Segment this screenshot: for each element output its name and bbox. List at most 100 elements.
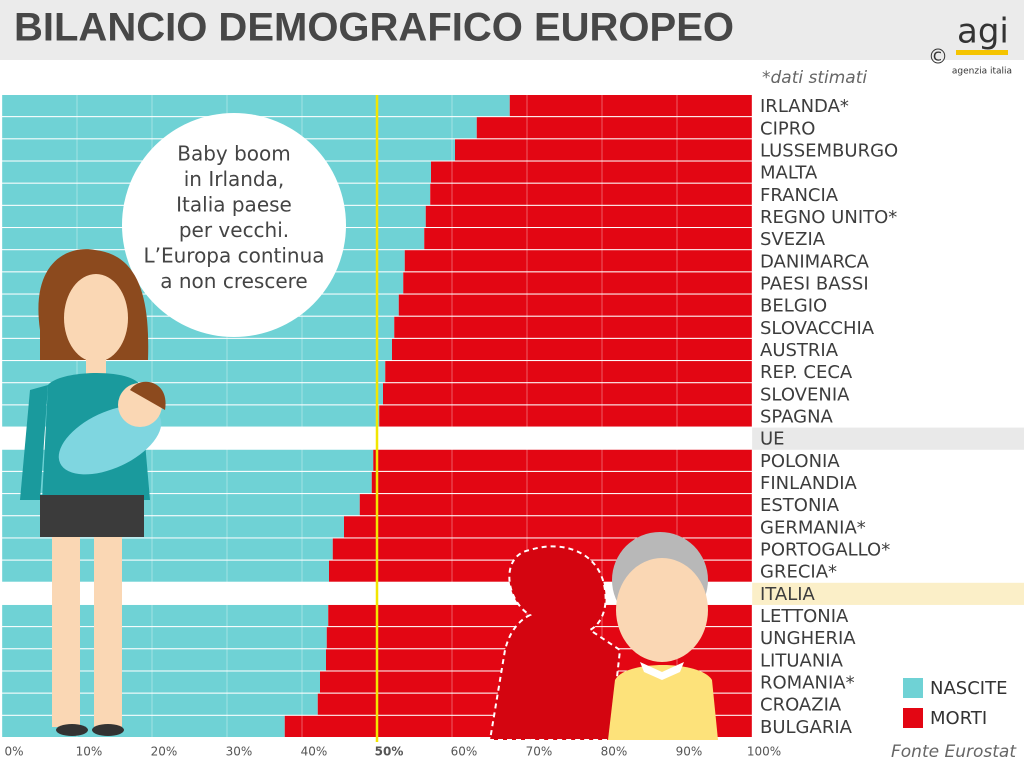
legend-swatch — [903, 678, 923, 698]
bar-segment — [394, 316, 752, 338]
bar-segment — [344, 516, 752, 538]
category-label: DANIMARCA — [760, 251, 870, 272]
category-label: SLOVENIA — [760, 384, 850, 405]
bar-segment — [2, 693, 318, 715]
woman-shoe — [56, 724, 88, 736]
category-label: LITUANIA — [760, 650, 844, 671]
category-label: SLOVACCHIA — [760, 318, 875, 339]
row-highlight — [752, 582, 1024, 605]
x-tick-label: 70% — [526, 745, 553, 759]
category-label: CROAZIA — [760, 695, 842, 716]
elder-dress — [608, 665, 718, 740]
category-label: PAESI BASSI — [760, 273, 869, 294]
silhouette — [488, 545, 622, 741]
bar-segment — [424, 228, 752, 250]
category-label: PORTOGALLO* — [760, 540, 890, 561]
elder-collar — [640, 662, 684, 680]
x-tick-label: 90% — [676, 745, 703, 759]
bar-segment — [359, 494, 752, 516]
legend-label: NASCITE — [930, 678, 1007, 699]
legend: NASCITE MORTI — [903, 678, 1007, 729]
category-label: MALTA — [760, 163, 818, 184]
legend-swatch — [903, 708, 923, 728]
chart-title: BILANCIO DEMOGRAFICO EUROPEO — [14, 6, 734, 50]
category-label: GRECIA* — [760, 562, 837, 583]
bar-segment — [373, 449, 752, 471]
annotation-line: per vecchi. — [179, 218, 289, 242]
logo-symbol: © — [928, 45, 948, 69]
category-label: POLONIA — [760, 451, 840, 472]
woman-leg — [52, 537, 80, 727]
annotation-line: a non crescere — [160, 269, 307, 293]
speech-bubble — [122, 113, 346, 337]
category-label: ITALIA — [760, 584, 816, 605]
bar-segment — [392, 338, 752, 361]
bar-segment — [377, 427, 752, 449]
x-tick-label: 0% — [4, 745, 23, 759]
bar-segment — [431, 161, 752, 183]
bar-segment — [2, 649, 326, 671]
elder-face — [616, 558, 708, 662]
bar-segment — [385, 361, 752, 383]
category-label: REP. CECA — [760, 362, 853, 383]
woman-skirt — [40, 495, 144, 537]
x-tick-label: 80% — [601, 745, 628, 759]
x-tick-label: 100% — [747, 745, 781, 759]
row-highlight — [752, 427, 1024, 450]
category-label: REGNO UNITO* — [760, 207, 897, 228]
category-label: ROMANIA* — [760, 673, 855, 694]
bar-segment — [2, 560, 329, 582]
x-tick-label: 60% — [451, 745, 478, 759]
bar-segment — [403, 272, 752, 294]
bar-segment — [509, 95, 752, 117]
category-label: FRANCIA — [760, 185, 839, 206]
bar-segment — [476, 117, 752, 139]
title-band — [0, 0, 1024, 60]
logo-bar — [956, 50, 1008, 55]
source: Fonte Eurostat — [891, 742, 1017, 762]
category-label: CIPRO — [760, 118, 815, 139]
bar-segment — [404, 250, 752, 272]
bar-segment — [371, 471, 752, 494]
bar-segment — [2, 582, 329, 604]
category-label: AUSTRIA — [760, 340, 839, 361]
logo-subtitle: agenzia italia — [952, 67, 1012, 77]
x-tick-label: 40% — [301, 745, 328, 759]
category-label: LUSSEMBURGO — [760, 140, 898, 161]
category-label: GERMANIA* — [760, 517, 866, 538]
bar-segment — [2, 538, 333, 560]
bar-segment — [383, 383, 752, 405]
woman-leg — [94, 537, 122, 727]
category-label: SVEZIA — [760, 229, 826, 250]
woman-arm — [20, 385, 48, 500]
bar-segment — [425, 205, 752, 228]
category-label: UNGHERIA — [760, 628, 856, 649]
category-label: IRLANDA* — [760, 96, 849, 117]
annotation-line: L’Europa continua — [143, 244, 324, 268]
bar-segment — [2, 604, 329, 627]
bar-segment — [430, 183, 752, 205]
bar-segment — [2, 671, 320, 693]
logo: agi — [957, 12, 1009, 52]
bar-segment — [379, 405, 752, 427]
note: *dati stimati — [762, 68, 867, 88]
category-label: SPAGNA — [760, 407, 834, 428]
x-tick-label: 50% — [375, 745, 404, 759]
category-label: UE — [760, 429, 785, 450]
category-label: LETTONIA — [760, 606, 849, 627]
bar-segment — [455, 139, 752, 161]
bar-segment — [2, 95, 510, 117]
category-label: FINLANDIA — [760, 473, 858, 494]
bar-segment — [398, 294, 752, 316]
woman-shoe — [92, 724, 124, 736]
category-label: BULGARIA — [760, 717, 853, 738]
bar-segment — [2, 715, 285, 737]
category-label: ESTONIA — [760, 495, 840, 516]
woman-face — [64, 274, 128, 362]
baby-hair — [130, 381, 166, 410]
legend-label: MORTI — [930, 708, 987, 729]
woman-neck — [86, 352, 106, 376]
x-tick-label: 10% — [76, 745, 103, 759]
